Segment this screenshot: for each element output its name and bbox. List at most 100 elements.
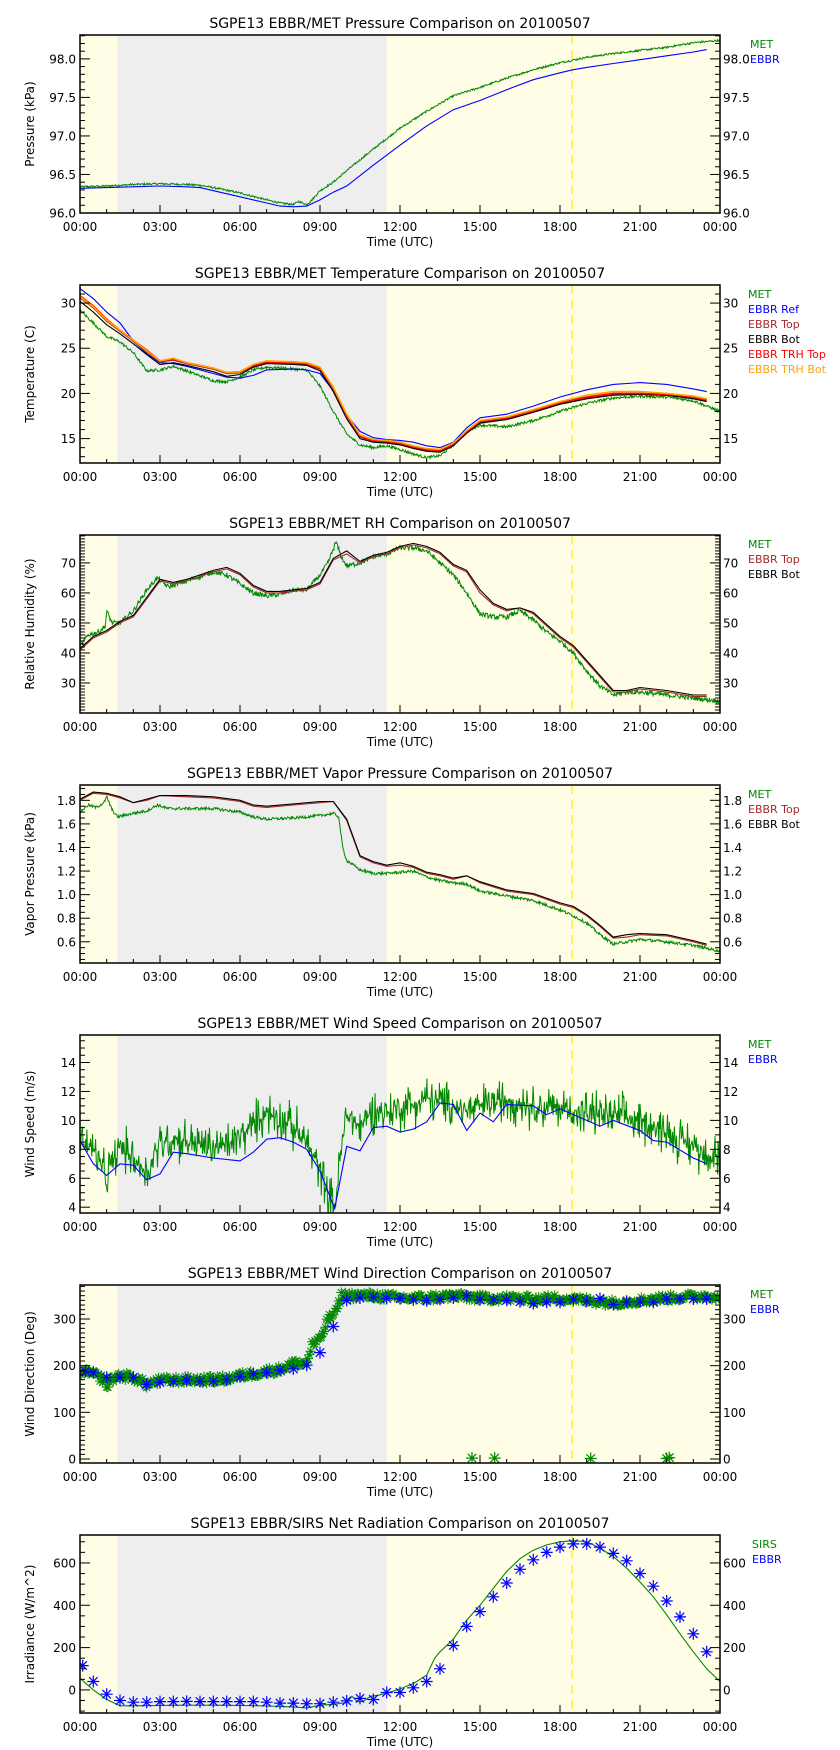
y-tick-label-left: 1.6 xyxy=(57,817,76,831)
y-tick-label-right: 400 xyxy=(723,1599,746,1613)
y-tick-label-left: 4 xyxy=(68,1201,76,1215)
plot-area xyxy=(80,541,720,704)
x-tick-label: 06:00 xyxy=(223,470,258,484)
x-tick-label: 00:00 xyxy=(703,720,738,734)
data-point xyxy=(620,1295,633,1308)
y-tick-label-right: 0 xyxy=(723,1683,731,1697)
x-tick-label: 00:00 xyxy=(63,720,98,734)
data-point xyxy=(554,1541,566,1554)
series-line-ebbr-bot xyxy=(80,791,707,945)
legend-entry-sirs: SIRS xyxy=(752,1538,777,1551)
x-tick-label: 06:00 xyxy=(223,1220,258,1234)
data-point xyxy=(114,1694,126,1707)
legend-entry-ebbr: EBBR xyxy=(752,1553,782,1566)
legend-entry-met: MET xyxy=(750,38,773,51)
y-tick-label-right: 25 xyxy=(723,342,738,356)
y-tick-label-left: 30 xyxy=(61,676,76,690)
data-point xyxy=(287,1362,300,1375)
y-tick-label-left: 0 xyxy=(68,1452,76,1466)
y-tick-label-left: 1.8 xyxy=(57,794,76,808)
series-line-ebbr-bot xyxy=(80,542,707,696)
y-tick-label-left: 40 xyxy=(61,646,76,660)
data-point xyxy=(194,1695,206,1708)
y-tick-label-right: 97.0 xyxy=(723,129,750,143)
y-tick-label-right: 96.0 xyxy=(723,207,750,221)
x-axis-label: Time (UTC) xyxy=(366,1235,433,1249)
chart-panel-3: SGPE13 EBBR/MET Vapor Pressure Compariso… xyxy=(23,766,800,999)
data-point xyxy=(420,1675,433,1688)
x-tick-label: 12:00 xyxy=(383,1470,418,1484)
x-tick-label: 00:00 xyxy=(703,220,738,234)
data-point xyxy=(594,1541,606,1554)
x-axis-label: Time (UTC) xyxy=(366,235,433,249)
data-point xyxy=(407,1681,420,1694)
x-tick-label: 12:00 xyxy=(383,970,418,984)
data-point xyxy=(527,1553,540,1566)
legend-entry-ebbr: EBBR xyxy=(748,1053,778,1066)
legend: MET EBBR xyxy=(748,1038,778,1066)
data-point xyxy=(474,1605,486,1618)
data-point xyxy=(300,1697,313,1710)
x-tick-label: 18:00 xyxy=(543,720,578,734)
legend-entry-ebbr: EBBR xyxy=(750,53,780,66)
data-point xyxy=(154,1376,166,1389)
legend-entry-ebbr-top: EBBR Top xyxy=(748,318,800,331)
data-point xyxy=(180,1374,193,1387)
y-tick-label-left: 1.2 xyxy=(57,865,76,879)
legend-entry-met: MET xyxy=(750,1288,773,1301)
y-tick-label-right: 100 xyxy=(723,1406,746,1420)
legend: MET EBBR Ref EBBR Top EBBR Bot EBBR TRH Top E… xyxy=(748,288,827,376)
y-tick-label-left: 0.6 xyxy=(57,935,76,949)
data-point xyxy=(394,1686,406,1699)
y-axis-label: Pressure (kPa) xyxy=(23,81,37,166)
x-tick-label: 09:00 xyxy=(303,1720,338,1734)
x-tick-label: 12:00 xyxy=(383,220,418,234)
y-tick-label-right: 10 xyxy=(723,1114,738,1128)
data-point xyxy=(327,1696,340,1709)
y-tick-label-right: 50 xyxy=(723,616,738,630)
x-tick-label: 00:00 xyxy=(63,220,98,234)
y-tick-label-left: 8 xyxy=(68,1143,76,1157)
data-point xyxy=(607,1547,620,1560)
data-point xyxy=(100,1688,113,1701)
y-tick-label-left: 97.5 xyxy=(49,91,76,105)
chart-panel-5: SGPE13 EBBR/MET Wind Direction Compariso… xyxy=(23,1266,780,1499)
y-tick-label-left: 200 xyxy=(53,1641,76,1655)
y-tick-label-left: 98.0 xyxy=(49,52,76,66)
y-tick-label-left: 600 xyxy=(53,1556,76,1570)
data-point xyxy=(114,1371,126,1384)
y-tick-label-right: 98.0 xyxy=(723,52,750,66)
y-tick-label-right: 8 xyxy=(723,1143,731,1157)
data-point xyxy=(140,1378,153,1391)
legend-entry-ebbr-ref: EBBR Ref xyxy=(748,303,800,316)
data-point xyxy=(540,1546,553,1559)
x-tick-label: 00:00 xyxy=(63,1720,98,1734)
data-point xyxy=(674,1293,686,1305)
y-tick-label-left: 96.0 xyxy=(49,207,76,221)
y-tick-label-left: 12 xyxy=(61,1085,76,1099)
x-tick-label: 09:00 xyxy=(303,970,338,984)
series-line-met xyxy=(80,794,720,954)
x-tick-label: 09:00 xyxy=(303,720,338,734)
plot-area xyxy=(80,791,720,954)
legend-entry-ebbr-top: EBBR Top xyxy=(748,553,800,566)
data-point xyxy=(274,1697,286,1710)
data-point xyxy=(687,1293,700,1305)
y-axis-label: Irradiance (W/m^2) xyxy=(23,1565,37,1684)
data-point xyxy=(207,1695,220,1708)
data-point xyxy=(674,1610,686,1623)
plot-area xyxy=(80,1537,720,1710)
data-point xyxy=(540,1296,553,1309)
legend-entry-met: MET xyxy=(748,788,771,801)
night-shade xyxy=(117,285,387,463)
y-tick-label-left: 15 xyxy=(61,432,76,446)
y-tick-label-left: 100 xyxy=(53,1406,76,1420)
plot-area xyxy=(80,1078,720,1213)
y-tick-label-left: 30 xyxy=(61,297,76,311)
data-point xyxy=(167,1375,180,1388)
chart-title: SGPE13 EBBR/MET Wind Direction Compariso… xyxy=(188,1266,612,1282)
x-tick-label: 00:00 xyxy=(703,470,738,484)
data-point xyxy=(87,1366,100,1379)
data-point xyxy=(634,1567,646,1580)
data-point xyxy=(354,1292,366,1304)
